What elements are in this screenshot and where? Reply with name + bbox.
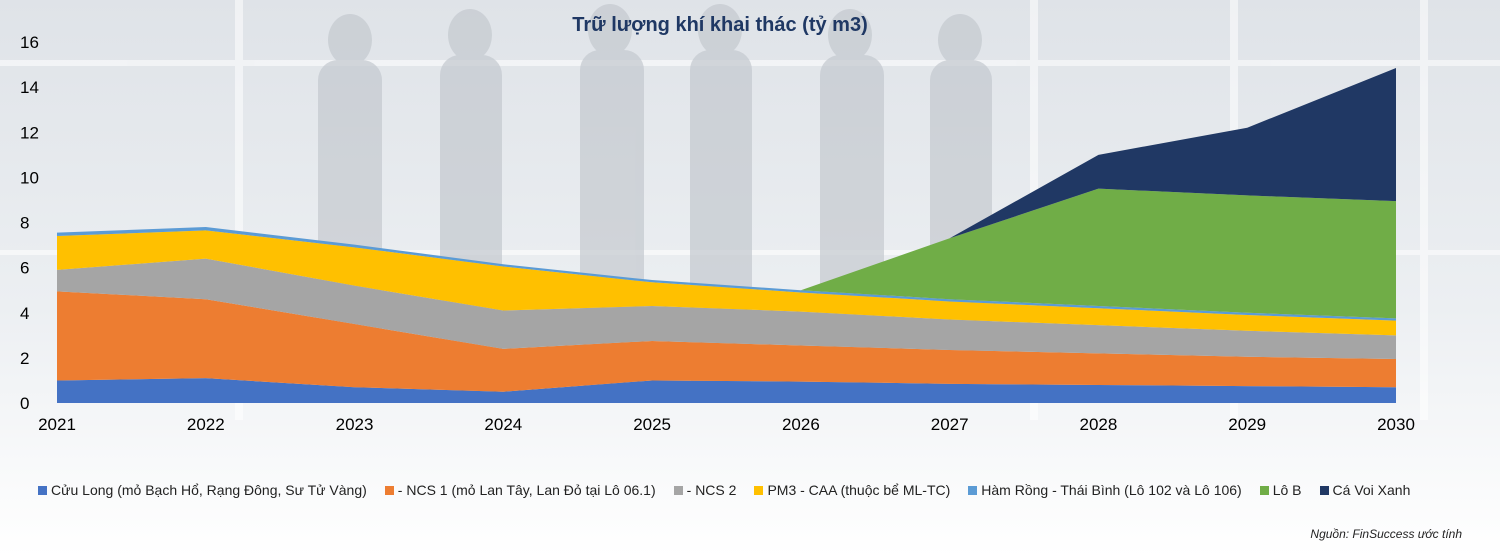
area-series-5 <box>57 188 1396 319</box>
x-tick-label: 2023 <box>336 415 374 434</box>
legend-swatch <box>1259 485 1269 495</box>
y-tick-label: 10 <box>20 168 39 187</box>
y-tick-label: 14 <box>20 78 39 97</box>
y-tick-label: 0 <box>20 394 29 413</box>
legend-label: - NCS 1 (mỏ Lan Tây, Lan Đỏ tại Lô 06.1) <box>397 482 656 498</box>
legend-label: Lô B <box>1272 482 1302 498</box>
chart-title: Trữ lượng khí khai thác (tỷ m3) <box>572 14 868 36</box>
legend-label: - NCS 2 <box>686 482 737 498</box>
legend-swatch <box>673 485 683 495</box>
x-tick-label: 2025 <box>633 415 671 434</box>
legend-item: - NCS 1 (mỏ Lan Tây, Lan Đỏ tại Lô 06.1) <box>384 482 656 498</box>
y-tick-label: 8 <box>20 214 29 233</box>
legend-label: Cửu Long (mỏ Bạch Hổ, Rạng Đông, Sư Tử V… <box>51 482 367 498</box>
legend-item: Lô B <box>1259 482 1302 498</box>
x-tick-label: 2028 <box>1080 415 1118 434</box>
x-tick-label: 2029 <box>1228 415 1266 434</box>
x-tick-label: 2030 <box>1377 415 1415 434</box>
y-tick-label: 2 <box>20 349 29 368</box>
legend-label: PM3 - CAA (thuộc bể ML-TC) <box>767 482 951 498</box>
y-tick-label: 12 <box>20 123 39 142</box>
legend-swatch <box>38 485 47 495</box>
legend-item: PM3 - CAA (thuộc bể ML-TC) <box>754 482 950 498</box>
area-series-4 <box>57 227 1396 321</box>
area-series-3 <box>57 230 1396 336</box>
legend-item: Cửu Long (mỏ Bạch Hổ, Rạng Đông, Sư Tử V… <box>38 482 367 498</box>
y-tick-label: 16 <box>20 33 39 52</box>
x-tick-label: 2021 <box>38 415 76 434</box>
legend-item: - NCS 2 <box>673 482 737 498</box>
x-tick-label: 2024 <box>484 415 522 434</box>
x-tick-label: 2027 <box>931 415 969 434</box>
legend-label: Cá Voi Xanh <box>1332 482 1411 498</box>
x-tick-label: 2026 <box>782 415 820 434</box>
legend-swatch <box>1319 485 1329 495</box>
y-tick-label: 4 <box>20 304 29 323</box>
legend-swatch <box>754 485 764 495</box>
legend-swatch <box>968 485 978 495</box>
area-series-0 <box>57 378 1396 403</box>
area-series-6 <box>57 67 1396 291</box>
legend-item: Hàm Rồng - Thái Bình (Lô 102 và Lô 106) <box>968 482 1242 498</box>
area-series-1 <box>57 291 1396 392</box>
area-chart: 0 2 4 6 8 10 12 14 16 2021 2022 2023 2024 2025 2026 20… <box>20 33 1415 434</box>
x-tick-label: 2022 <box>187 415 225 434</box>
y-tick-label: 6 <box>20 259 29 278</box>
source-note: Nguồn: FinSuccess ước tính <box>1310 527 1462 541</box>
legend-label: Hàm Rồng - Thái Bình (Lô 102 và Lô 106) <box>981 482 1242 498</box>
legend-swatch <box>384 485 394 495</box>
chart-legend: Cửu Long (mỏ Bạch Hổ, Rạng Đông, Sư Tử V… <box>38 482 1478 498</box>
legend-item: Cá Voi Xanh <box>1319 482 1411 498</box>
